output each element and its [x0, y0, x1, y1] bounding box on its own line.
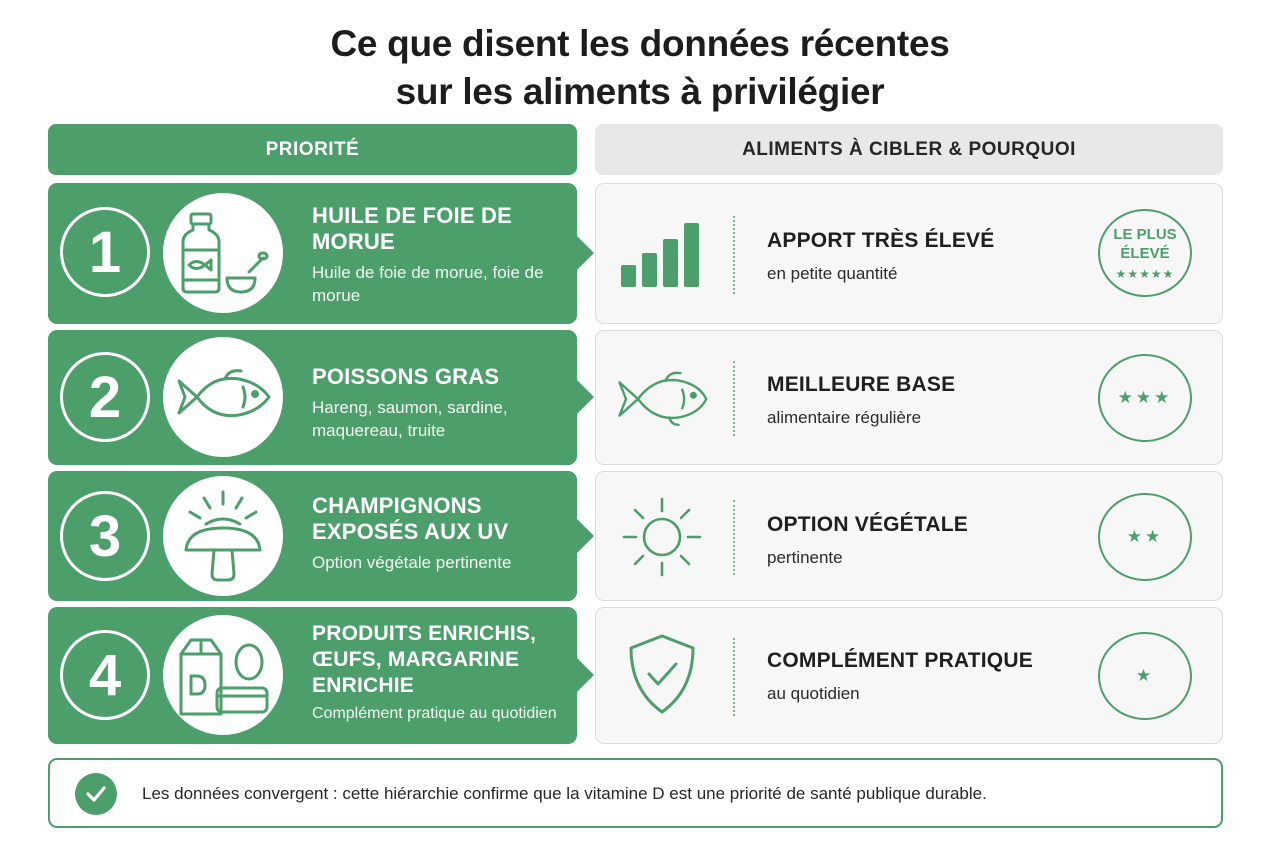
priority-title: CHAMPIGNONS EXPOSÉS AUX UV	[312, 493, 509, 544]
food-title: OPTION VÉGÉTALE	[767, 513, 968, 536]
food-card-2: MEILLEURE BASE alimentaire régulière ★★★	[595, 330, 1223, 465]
priority-card-1: 1 HUILE DE FOIE DE MORUE Huile de foie d…	[48, 183, 594, 324]
priority-title: HUILE DE FOIE DE MORUE	[312, 203, 512, 254]
header-priority: PRIORITÉ	[48, 124, 577, 175]
food-subtitle: en petite quantité	[767, 264, 898, 283]
priority-text: HUILE DE FOIE DE MORUE Huile de foie de …	[312, 203, 562, 307]
food-subtitle: au quotidien	[767, 684, 860, 703]
priority-subtitle: Huile de foie de morue, foie de morue	[312, 263, 544, 305]
priority-number: 2	[60, 352, 150, 442]
rating-badge: ★	[1098, 632, 1192, 720]
priority-number: 4	[60, 630, 150, 720]
check-circle-icon	[75, 773, 117, 815]
priority-subtitle: Complément pratique au quotidien	[312, 705, 557, 722]
priority-text: PRODUITS ENRICHIS, ŒUFS, MARGARINE ENRIC…	[312, 621, 562, 724]
star-rating: ★★	[1126, 527, 1164, 546]
food-subtitle: alimentaire régulière	[767, 408, 922, 427]
priority-card-4: 4 PRODUITS ENRICHIS, ŒUFS, MARGARINE ENR…	[48, 607, 594, 744]
fortified-products-icon	[163, 615, 283, 735]
dotted-divider	[733, 500, 735, 575]
mushroom-uv-icon	[163, 476, 283, 596]
oil-bottle-spoon-icon	[163, 193, 283, 313]
food-text: COMPLÉMENT PRATIQUE au quotidien	[767, 648, 1067, 705]
rating-badge: LE PLUS ÉLEVÉ ★★★★★	[1098, 209, 1192, 297]
rating-badge: ★★★	[1098, 354, 1192, 442]
arrow-connector	[577, 380, 594, 414]
dotted-divider	[733, 361, 735, 436]
food-text: APPORT TRÈS ÉLEVÉ en petite quantité	[767, 228, 1067, 285]
priority-subtitle: Option végétale pertinente	[312, 553, 512, 572]
priority-card-3: 3 CHAMPIGNONS EXPOSÉS AUX UV Option végé…	[48, 471, 594, 601]
rating-badge: ★★	[1098, 493, 1192, 581]
badge-text: LE PLUS ÉLEVÉ	[1113, 226, 1177, 262]
star-rating: ★★★★★	[1115, 267, 1175, 281]
priority-number: 3	[60, 491, 150, 581]
arrow-connector	[577, 236, 594, 270]
priority-text: POISSONS GRAS Hareng, saumon, sardine, m…	[312, 364, 562, 442]
badge-label: LE PLUS ÉLEVÉ	[1100, 225, 1190, 263]
food-card-3: OPTION VÉGÉTALE pertinente ★★	[595, 471, 1223, 601]
star-rating: ★★★	[1117, 388, 1173, 407]
fish-icon	[614, 359, 710, 439]
star-rating: ★	[1135, 666, 1155, 685]
food-card-1: APPORT TRÈS ÉLEVÉ en petite quantité LE …	[595, 183, 1223, 324]
shield-check-icon	[614, 634, 710, 714]
dotted-divider	[733, 638, 735, 716]
priority-card-2: 2 POISSONS GRAS Hareng, saumon, sardine,…	[48, 330, 594, 465]
sun-icon	[614, 497, 710, 577]
header-foods: ALIMENTS À CIBLER & POURQUOI	[595, 124, 1223, 175]
title-line-2: sur les aliments à privilégier	[395, 71, 885, 112]
page-title: Ce que disent les données récentes sur l…	[0, 20, 1280, 116]
food-text: MEILLEURE BASE alimentaire régulière	[767, 372, 1067, 429]
priority-title: POISSONS GRAS	[312, 364, 500, 389]
conclusion-text: Les données convergent : cette hiérarchi…	[142, 784, 987, 803]
priority-number: 1	[60, 207, 150, 297]
food-title: MEILLEURE BASE	[767, 373, 956, 396]
arrow-connector	[577, 519, 594, 553]
food-subtitle: pertinente	[767, 548, 843, 567]
arrow-connector	[577, 658, 594, 692]
title-line-1: Ce que disent les données récentes	[330, 23, 950, 64]
fish-icon	[163, 337, 283, 457]
priority-subtitle: Hareng, saumon, sardine, maquereau, trui…	[312, 398, 508, 440]
priority-text: CHAMPIGNONS EXPOSÉS AUX UV Option végéta…	[312, 493, 562, 574]
food-title: APPORT TRÈS ÉLEVÉ	[767, 229, 995, 252]
conclusion-box: Les données convergent : cette hiérarchi…	[48, 758, 1223, 828]
bar-chart-icon	[614, 214, 710, 294]
dotted-divider	[733, 216, 735, 294]
food-title: COMPLÉMENT PRATIQUE	[767, 649, 1033, 672]
priority-title: PRODUITS ENRICHIS, ŒUFS, MARGARINE ENRIC…	[312, 622, 537, 697]
food-card-4: COMPLÉMENT PRATIQUE au quotidien ★	[595, 607, 1223, 744]
food-text: OPTION VÉGÉTALE pertinente	[767, 512, 1067, 569]
